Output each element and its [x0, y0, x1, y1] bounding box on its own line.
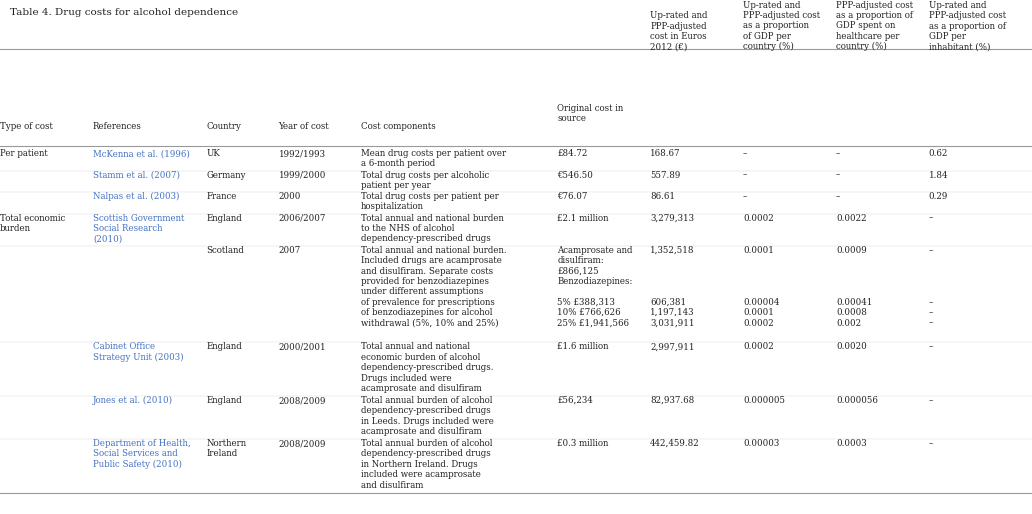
Text: €76.07: €76.07 — [557, 192, 587, 201]
Text: England: England — [206, 396, 243, 405]
Text: –: – — [743, 192, 747, 201]
Text: 0.0001
 
 
 
 
0.00004
0.0001
0.0002: 0.0001 0.00004 0.0001 0.0002 — [743, 246, 779, 327]
Text: €546.50: €546.50 — [557, 171, 593, 179]
Text: 1.84: 1.84 — [929, 171, 948, 179]
Text: Up-rated and
PPP-adjusted cost
as a proportion
of GDP per
country (%): Up-rated and PPP-adjusted cost as a prop… — [743, 1, 820, 51]
Text: References: References — [93, 122, 141, 131]
Text: 82,937.68: 82,937.68 — [650, 396, 695, 405]
Text: £56,234: £56,234 — [557, 396, 593, 405]
Text: Original cost in
source: Original cost in source — [557, 104, 623, 123]
Text: –: – — [929, 396, 933, 405]
Text: 1999/2000: 1999/2000 — [279, 171, 326, 179]
Text: –: – — [929, 439, 933, 448]
Text: McKenna et al. (1996): McKenna et al. (1996) — [93, 149, 190, 158]
Text: 1992/1993: 1992/1993 — [279, 149, 326, 158]
Text: Northern
Ireland: Northern Ireland — [206, 439, 247, 458]
Text: –: – — [836, 149, 840, 158]
Text: 0.0020: 0.0020 — [836, 342, 867, 352]
Text: 2007: 2007 — [279, 246, 301, 255]
Text: 0.0022: 0.0022 — [836, 213, 867, 223]
Text: Mean drug costs per patient over
a 6-month period: Mean drug costs per patient over a 6-mon… — [361, 149, 507, 169]
Text: 557.89: 557.89 — [650, 171, 680, 179]
Text: –: – — [743, 149, 747, 158]
Text: 0.00003: 0.00003 — [743, 439, 779, 448]
Text: Cost components: Cost components — [361, 122, 436, 131]
Text: £0.3 million: £0.3 million — [557, 439, 609, 448]
Text: 0.62: 0.62 — [929, 149, 948, 158]
Text: Total annual and national burden.
Included drugs are acamprosate
and disulfiram.: Total annual and national burden. Includ… — [361, 246, 507, 327]
Text: Up-rated and
PPP-adjusted cost
as a proportion of
GDP per
inhabitant (%): Up-rated and PPP-adjusted cost as a prop… — [929, 1, 1006, 51]
Text: Department of Health,
Social Services and
Public Safety (2010): Department of Health, Social Services an… — [93, 439, 191, 469]
Text: –: – — [836, 171, 840, 179]
Text: England: England — [206, 213, 243, 223]
Text: Per patient: Per patient — [0, 149, 47, 158]
Text: Scottish Government
Social Research
(2010): Scottish Government Social Research (201… — [93, 213, 185, 243]
Text: –: – — [743, 171, 747, 179]
Text: –: – — [929, 342, 933, 352]
Text: PPP-adjusted cost
as a proportion of
GDP spent on
healthcare per
country (%): PPP-adjusted cost as a proportion of GDP… — [836, 1, 913, 51]
Text: –: – — [836, 192, 840, 201]
Text: Jones et al. (2010): Jones et al. (2010) — [93, 396, 173, 405]
Text: Up-rated and
PPP-adjusted
cost in Euros
2012 (€): Up-rated and PPP-adjusted cost in Euros … — [650, 11, 708, 51]
Text: Total annual and national burden
to the NHS of alcohol
dependency-prescribed dru: Total annual and national burden to the … — [361, 213, 504, 243]
Text: Type of cost: Type of cost — [0, 122, 53, 131]
Text: Total annual and national
economic burden of alcohol
dependency-prescribed drugs: Total annual and national economic burde… — [361, 342, 493, 393]
Text: 86.61: 86.61 — [650, 192, 675, 201]
Text: 442,459.82: 442,459.82 — [650, 439, 700, 448]
Text: UK: UK — [206, 149, 220, 158]
Text: £84.72: £84.72 — [557, 149, 587, 158]
Text: Year of cost: Year of cost — [279, 122, 329, 131]
Text: England: England — [206, 342, 243, 352]
Text: Total annual burden of alcohol
dependency-prescribed drugs
in Leeds. Drugs inclu: Total annual burden of alcohol dependenc… — [361, 396, 494, 436]
Text: 2006/2007: 2006/2007 — [279, 213, 326, 223]
Text: Total annual burden of alcohol
dependency-prescribed drugs
in Northern Ireland. : Total annual burden of alcohol dependenc… — [361, 439, 492, 490]
Text: Germany: Germany — [206, 171, 246, 179]
Text: France: France — [206, 192, 236, 201]
Text: 0.0003: 0.0003 — [836, 439, 867, 448]
Text: 0.0009
 
 
 
 
0.00041
0.0008
0.002: 0.0009 0.00041 0.0008 0.002 — [836, 246, 872, 327]
Text: 2000: 2000 — [279, 192, 301, 201]
Text: –
 
 
 
 
–
–
–: – – – – — [929, 246, 933, 327]
Text: 0.000056: 0.000056 — [836, 396, 878, 405]
Text: £2.1 million: £2.1 million — [557, 213, 609, 223]
Text: 3,279,313: 3,279,313 — [650, 213, 695, 223]
Text: Table 4. Drug costs for alcohol dependence: Table 4. Drug costs for alcohol dependen… — [10, 8, 238, 17]
Text: £1.6 million: £1.6 million — [557, 342, 609, 352]
Text: Scotland: Scotland — [206, 246, 245, 255]
Text: Total drug costs per patient per
hospitalization: Total drug costs per patient per hospita… — [361, 192, 499, 211]
Text: 0.29: 0.29 — [929, 192, 948, 201]
Text: 2,997,911: 2,997,911 — [650, 342, 695, 352]
Text: Nalpas et al. (2003): Nalpas et al. (2003) — [93, 192, 180, 201]
Text: 0.000005: 0.000005 — [743, 396, 785, 405]
Text: 0.0002: 0.0002 — [743, 342, 774, 352]
Text: 0.0002: 0.0002 — [743, 213, 774, 223]
Text: Total economic
burden: Total economic burden — [0, 213, 65, 233]
Text: Stamm et al. (2007): Stamm et al. (2007) — [93, 171, 180, 179]
Text: –: – — [929, 213, 933, 223]
Text: Total drug costs per alcoholic
patient per year: Total drug costs per alcoholic patient p… — [361, 171, 489, 190]
Text: 168.67: 168.67 — [650, 149, 681, 158]
Text: 2000/2001: 2000/2001 — [279, 342, 326, 352]
Text: Country: Country — [206, 122, 241, 131]
Text: 1,352,518
 
 
 
 
606,381
1,197,143
3,031,911: 1,352,518 606,381 1,197,143 3,031,911 — [650, 246, 695, 327]
Text: 2008/2009: 2008/2009 — [279, 439, 326, 448]
Text: 2008/2009: 2008/2009 — [279, 396, 326, 405]
Text: Acamprosate and
disulfiram:
£866,125
Benzodiazepines:
 
5% £388,313
10% £766,626: Acamprosate and disulfiram: £866,125 Ben… — [557, 246, 633, 327]
Text: Cabinet Office
Strategy Unit (2003): Cabinet Office Strategy Unit (2003) — [93, 342, 184, 362]
